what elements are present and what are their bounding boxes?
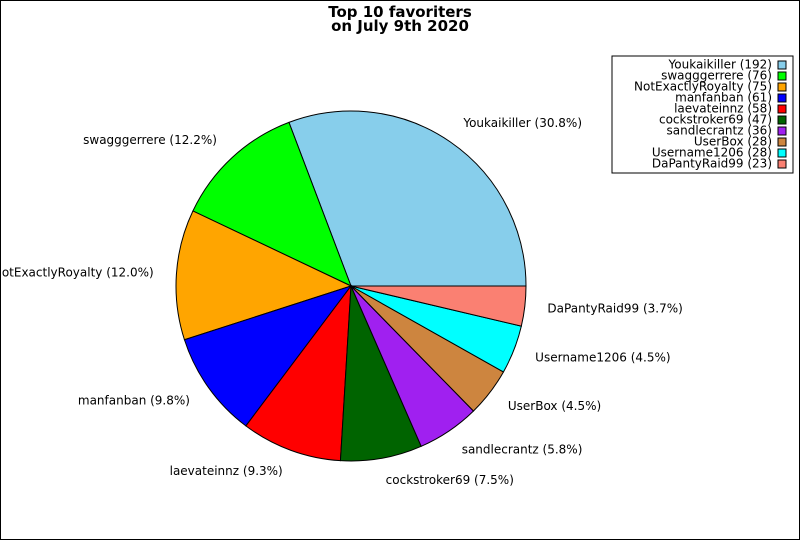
pie-slice-laevateinnz: [245, 284, 352, 462]
legend-swatch-youkaikiller: [777, 60, 787, 70]
legend-entry-cockstroker69: cockstroker69 (47): [659, 113, 772, 127]
pie-slices: [175, 110, 527, 462]
legend-swatch-sandlecrantz: [777, 126, 787, 136]
slice-label-youkaikiller: Youkaikiller (30.8%): [462, 116, 582, 130]
slice-label-username1206: Username1206 (4.5%): [535, 350, 670, 364]
legend-entry-sandlecrantz: sandlecrantz (36): [667, 124, 773, 138]
chart-title-line-2: on July 9th 2020: [331, 17, 469, 35]
legend-swatch-notexactlyroyalty: [777, 82, 787, 92]
legend: Youkaikiller (192)swagggerrere (76)NotEx…: [611, 55, 794, 174]
chart-title-line-1: Top 10 favoriters: [328, 3, 472, 21]
legend-entry-youkaikiller: Youkaikiller (192): [668, 58, 772, 72]
legend-entry-swagggerrere: swagggerrere (76): [661, 69, 772, 83]
slice-label-laevateinnz: laevateinnz (9.3%): [170, 464, 283, 478]
pie-slice-labels: Youkaikiller (30.8%) swagggerrere (12.2%)…: [1, 116, 683, 487]
legend-swatch-dapantyraid99: [777, 159, 787, 169]
pie-slice-dapantyraid99: [350, 285, 527, 327]
legend-swatch-laevateinnz: [777, 104, 787, 114]
legend-entry-dapantyraid99: DaPantyRaid99 (23): [652, 157, 772, 171]
slice-label-sandlecrantz: sandlecrantz (5.8%): [462, 442, 583, 456]
legend-entry-username1206: Username1206 (28): [652, 146, 772, 160]
legend-swatch-manfanban: [777, 93, 787, 103]
pie-slice-manfanban: [183, 285, 353, 427]
legend-entry-userbox: UserBox (28): [694, 135, 772, 149]
legend-swatch-userbox: [777, 137, 787, 147]
legend-entry-laevateinnz: laevateinnz (58): [674, 102, 772, 116]
pie-slice-youkaikiller: [288, 110, 527, 287]
slice-label-swagggerrere: swagggerrere (12.2%): [83, 133, 217, 147]
pie-slice-swagggerrere: [192, 121, 352, 287]
slice-label-notexactlyroyalty: NotExactlyRoyalty (12.0%): [1, 266, 154, 280]
slice-label-dapantyraid99: DaPantyRaid99 (3.7%): [547, 301, 682, 315]
slice-label-userbox: UserBox (4.5%): [508, 399, 601, 413]
legend-box: [611, 55, 794, 174]
legend-entry-notexactlyroyalty: NotExactlyRoyalty (75): [634, 80, 772, 94]
legend-swatch-swagggerrere: [777, 71, 787, 81]
pie-slice-notexactlyroyalty: [175, 210, 353, 341]
legend-entry-manfanban: manfanban (61): [675, 91, 772, 105]
slice-label-manfanban: manfanban (9.8%): [78, 393, 190, 407]
slice-label-cockstroker69: cockstroker69 (7.5%): [386, 473, 514, 487]
legend-swatch-cockstroker69: [777, 115, 787, 125]
legend-swatch-username1206: [777, 148, 787, 158]
